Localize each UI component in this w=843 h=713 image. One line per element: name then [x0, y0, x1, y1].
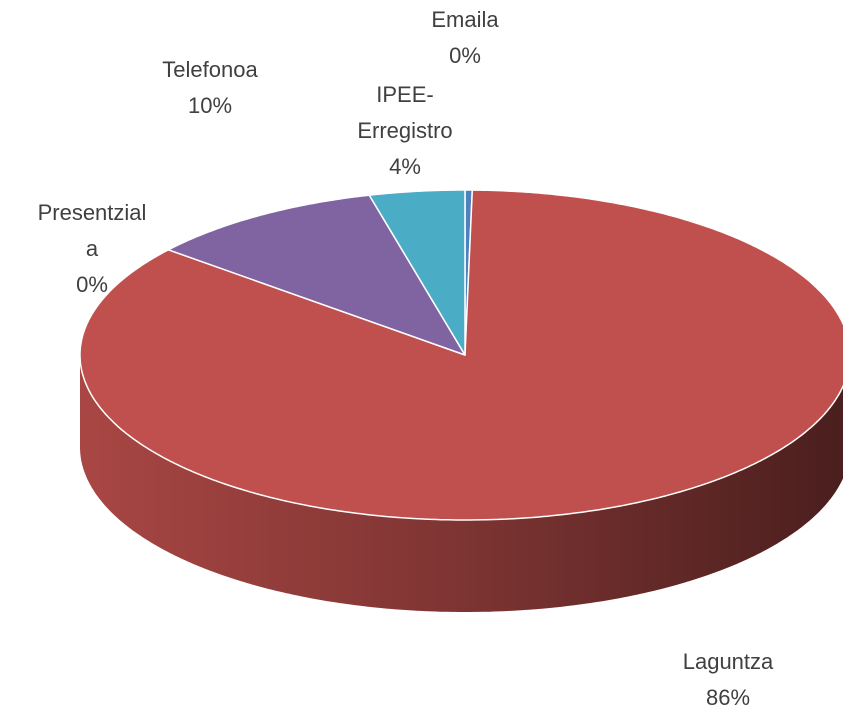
side-shade: [80, 355, 843, 612]
slice: [167, 194, 466, 356]
value-label: 4%: [389, 154, 421, 179]
category-label: IPEE-Erregistro: [357, 82, 453, 143]
category-label: Laguntza: [682, 649, 774, 674]
value-label: 0%: [449, 43, 481, 68]
data-label: IPEE-Erregistro 4%: [345, 77, 465, 185]
data-label: Presentziala 0%: [32, 195, 152, 303]
slice: [368, 189, 466, 356]
value-label: 10%: [187, 93, 233, 118]
value-label: 86%: [705, 685, 751, 710]
data-label: Emaila 0%: [431, 2, 498, 74]
value-label: 0%: [76, 272, 108, 297]
data-label: Laguntza 86%: [683, 644, 774, 713]
slice: [79, 189, 843, 521]
category-label: Presentziala: [37, 200, 147, 261]
category-label: Emaila: [431, 7, 499, 32]
category-label: Telefonoa: [162, 57, 258, 82]
data-label: Telefonoa 10%: [162, 52, 257, 124]
